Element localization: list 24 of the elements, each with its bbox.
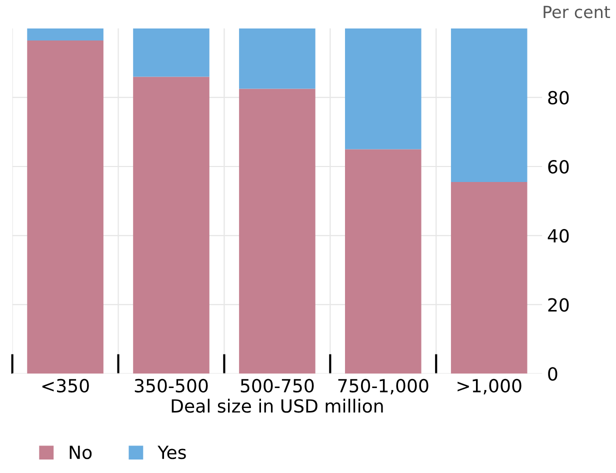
y-axis-title: Per cent (544, 6, 610, 18)
bar (345, 149, 422, 374)
bar (450, 28, 528, 182)
legend-label: No (70, 446, 92, 460)
x-tick-label: 350-500 (134, 378, 208, 393)
x-tick-label: <350 (42, 378, 89, 393)
x-tick-label: 500-750 (240, 378, 314, 393)
x-tick-label: 750-1,000 (338, 378, 428, 394)
y-tick-label: 80 (548, 90, 569, 105)
bar (239, 88, 316, 374)
bar (133, 28, 210, 77)
bar (27, 28, 104, 40)
y-tick-label: 40 (548, 229, 569, 243)
bar (450, 182, 528, 374)
x-axis-title: Deal size in USD million (172, 398, 383, 413)
y-tick-label: 60 (548, 160, 569, 174)
legend-label: Yes (158, 446, 186, 460)
bar (239, 28, 316, 89)
bar (27, 40, 104, 374)
x-tick-label: >1,000 (458, 378, 522, 394)
bar (133, 76, 210, 374)
bar (345, 28, 422, 150)
y-tick-label: 20 (548, 298, 569, 312)
y-tick-label: 0 (548, 367, 558, 381)
